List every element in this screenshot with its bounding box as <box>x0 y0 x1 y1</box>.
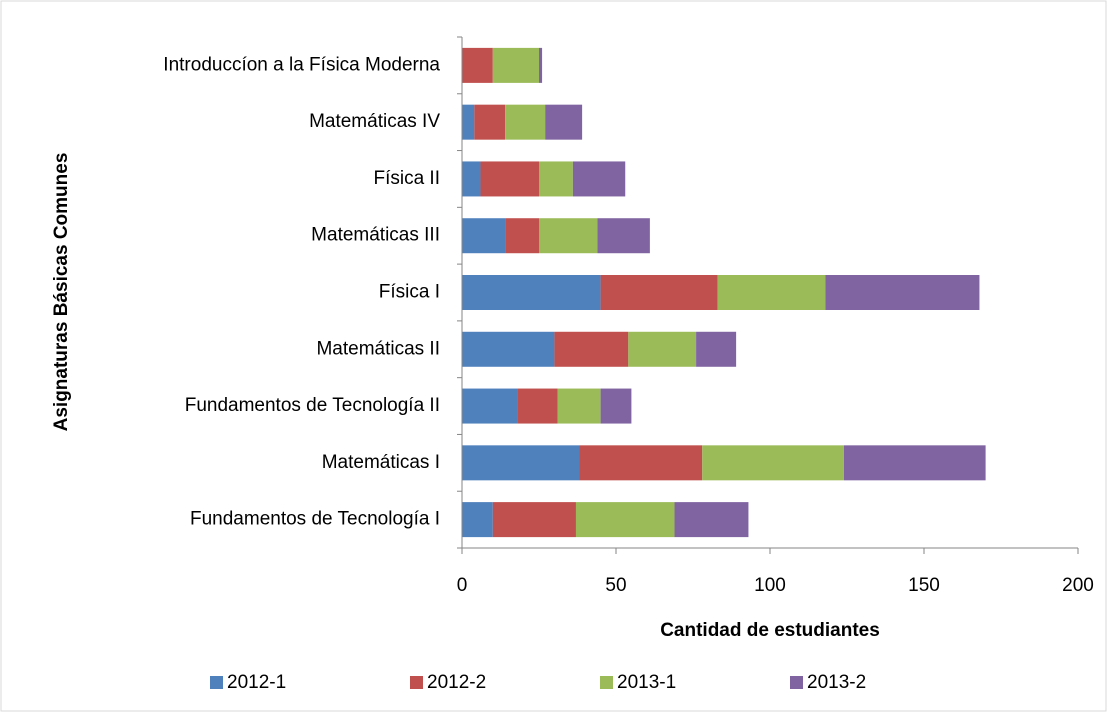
bar-segment <box>545 104 583 140</box>
x-tick-label: 50 <box>605 575 626 596</box>
y-tick-label: Física II <box>373 168 440 189</box>
x-axis-title: Cantidad de estudiantes <box>660 620 880 641</box>
legend-label: 2012-1 <box>227 672 286 693</box>
x-tick-label: 150 <box>908 575 940 596</box>
bar-segment <box>474 104 506 140</box>
bar-segment <box>480 161 539 197</box>
bar-segment <box>554 331 629 367</box>
bar-segment <box>462 218 506 254</box>
x-tick-label: 200 <box>1062 575 1094 596</box>
bar-segment <box>575 502 675 538</box>
bar-segment <box>462 47 493 83</box>
bar-segment <box>717 275 826 310</box>
bar-segment <box>505 218 539 254</box>
bar-segment <box>492 47 539 83</box>
bar-segment <box>462 502 493 538</box>
legend-label: 2012-2 <box>427 672 486 693</box>
bar-segment <box>539 218 598 254</box>
legend-swatch <box>790 676 803 689</box>
bar-segment <box>462 445 580 481</box>
bar-segment <box>539 47 543 83</box>
bar-segment <box>462 275 601 310</box>
bar-segment <box>674 502 749 538</box>
bar-segment <box>557 388 601 424</box>
bar-segment <box>600 275 718 310</box>
x-tick-label: 0 <box>457 575 468 596</box>
bar-segment <box>825 275 980 310</box>
bar-segment <box>628 331 697 367</box>
bar-segment <box>579 445 703 481</box>
legend-label: 2013-2 <box>807 672 866 693</box>
y-tick-label: Física I <box>379 282 440 303</box>
bar-segment <box>462 331 555 367</box>
y-tick-label: Matemáticas III <box>311 225 440 246</box>
y-tick-label: Introduccíon a la Física Moderna <box>163 54 440 75</box>
bar-segment <box>462 388 518 424</box>
y-tick-label: Fundamentos de Tecnología II <box>185 395 440 416</box>
bar-segment <box>505 104 546 140</box>
legend-label: 2013-1 <box>617 672 676 693</box>
y-tick-label: Matemáticas I <box>322 452 440 473</box>
bar-segment <box>462 161 481 197</box>
legend-swatch <box>410 676 423 689</box>
bar-segment <box>702 445 844 481</box>
bar-segment <box>696 331 737 367</box>
y-tick-label: Fundamentos de Tecnología I <box>190 509 440 530</box>
bar-segment <box>843 445 986 481</box>
y-axis-title: Asignaturas Básicas Comunes <box>51 153 72 432</box>
bar-segment <box>462 104 475 140</box>
bar-segment <box>539 161 573 197</box>
legend-swatch <box>210 676 223 689</box>
bar-segment <box>492 502 576 538</box>
y-tick-label: Matemáticas II <box>316 338 440 359</box>
bar-segment <box>597 218 650 254</box>
bar-segment <box>517 388 558 424</box>
bar-segment <box>600 388 632 424</box>
y-tick-label: Matemáticas IV <box>309 111 440 132</box>
legend-swatch <box>600 676 613 689</box>
bar-segment <box>572 161 626 197</box>
x-tick-label: 100 <box>754 575 786 596</box>
